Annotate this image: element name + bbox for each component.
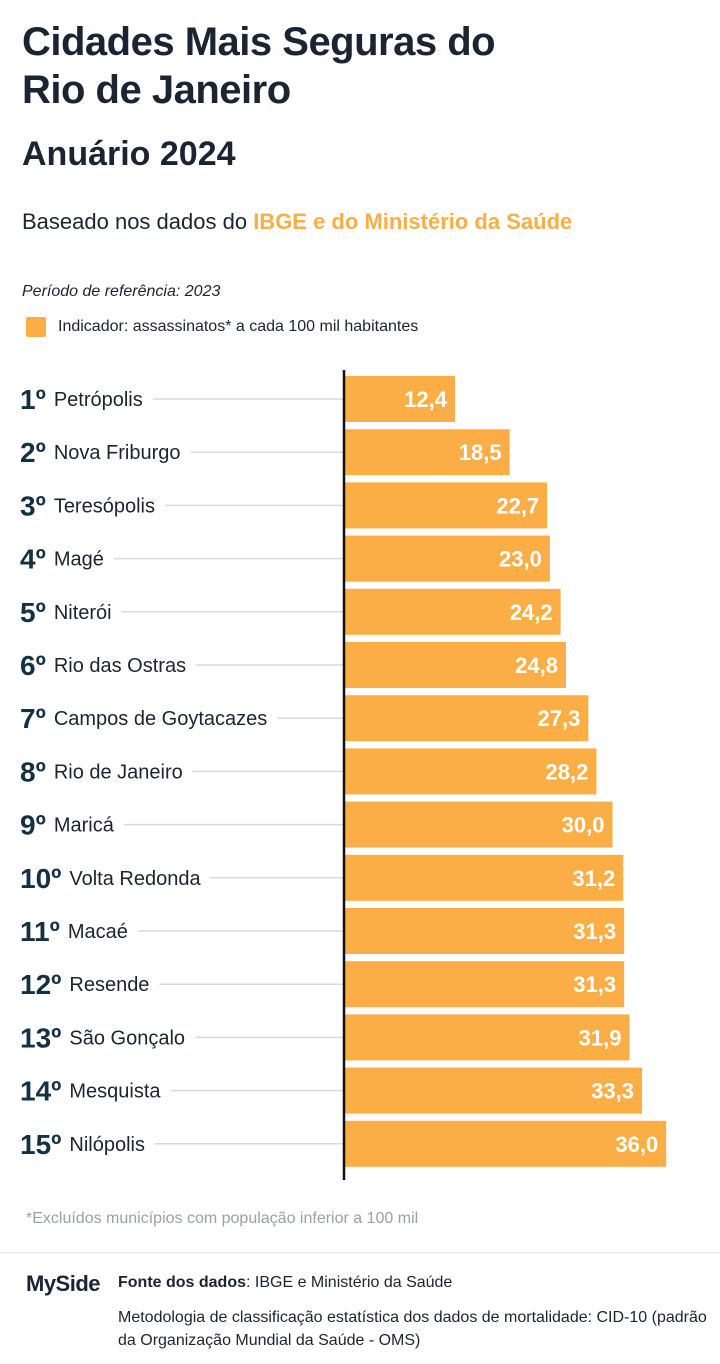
- bar: [344, 1120, 667, 1167]
- rank-label: 9º: [20, 810, 46, 841]
- bar: [344, 695, 589, 742]
- data-basis: Baseado nos dados do IBGE e do Ministéri…: [22, 206, 572, 238]
- methodology-note: Metodologia de classificação estatística…: [118, 1309, 707, 1349]
- bar-value-label: 31,3: [573, 972, 616, 997]
- city-label: Niterói: [54, 602, 112, 624]
- rank-label: 6º: [20, 650, 46, 681]
- data-basis-highlight: IBGE e do Ministério da Saúde: [253, 209, 573, 234]
- rank-label: 13º: [20, 1022, 61, 1053]
- data-source-text: : IBGE e Ministério da Saúde: [246, 1274, 453, 1291]
- legend-label: Indicador: assassinatos* a cada 100 mil …: [58, 318, 419, 335]
- bar: [344, 429, 510, 476]
- data-source: Fonte dos dados: IBGE e Ministério da Sa…: [118, 1272, 452, 1294]
- rank-label: 15º: [20, 1129, 61, 1160]
- chart-title-line-2: Rio de Janeiro: [22, 68, 291, 112]
- bar-value-label: 27,3: [538, 706, 581, 731]
- bar-value-label: 24,8: [515, 653, 558, 678]
- bar: [344, 535, 550, 582]
- bar-value-label: 28,2: [546, 759, 589, 784]
- bar-value-label: 36,0: [615, 1132, 658, 1157]
- city-label: Magé: [54, 549, 104, 571]
- data-basis-prefix: Baseado nos dados do: [22, 209, 254, 234]
- bar-value-label: 33,3: [591, 1079, 634, 1104]
- bar: [344, 588, 561, 635]
- bar-chart: 1º Petrópolis 2º Nova Friburgo 3º Teresópolis…: [20, 370, 667, 1180]
- legend: Indicador: assassinatos* a cada 100 mil …: [26, 316, 418, 338]
- city-label: Maricá: [54, 815, 115, 837]
- bar-value-label: 18,5: [459, 440, 502, 465]
- rank-label: 14º: [20, 1076, 61, 1107]
- rank-label: 5º: [20, 597, 46, 628]
- reference-period: Período de referência: 2023: [22, 283, 221, 300]
- rank-label: 10º: [20, 863, 61, 894]
- bar: [344, 1014, 630, 1061]
- city-label: Campos de Goytacazes: [54, 708, 267, 730]
- rank-label: 2º: [20, 437, 46, 468]
- footnote: *Excluídos municípios com população infe…: [26, 1210, 419, 1227]
- city-label: Volta Redonda: [69, 868, 201, 890]
- city-label: Rio das Ostras: [54, 655, 186, 677]
- bar: [344, 961, 625, 1008]
- bar-value-label: 12,4: [404, 387, 448, 412]
- city-label: Resende: [69, 974, 149, 996]
- chart-subtitle: Anuário 2024: [22, 135, 236, 173]
- bar-value-label: 30,0: [562, 813, 605, 838]
- city-label: Mesquista: [69, 1081, 161, 1103]
- bar-value-label: 23,0: [499, 547, 542, 572]
- rank-label: 11º: [20, 916, 60, 947]
- rank-label: 4º: [20, 544, 46, 575]
- bar: [344, 908, 625, 954]
- rank-label: 8º: [20, 756, 46, 787]
- rank-label: 12º: [20, 969, 61, 1000]
- rank-label: 7º: [20, 703, 46, 734]
- city-label: Petrópolis: [54, 389, 143, 411]
- city-label: São Gonçalo: [69, 1027, 185, 1049]
- legend-swatch: [26, 317, 46, 337]
- city-label: Rio de Janeiro: [54, 761, 183, 783]
- city-label: Macaé: [68, 921, 128, 943]
- bar: [344, 748, 597, 795]
- myside-logo: MySide: [26, 1271, 101, 1296]
- data-source-label: Fonte dos dados: [118, 1274, 246, 1291]
- footer-divider: [0, 1252, 720, 1253]
- bar: [344, 642, 566, 688]
- bar: [344, 482, 548, 529]
- chart-title: Cidades Mais Seguras do Rio de Janeiro: [22, 18, 496, 114]
- chart-title-line-1: Cidades Mais Seguras do: [22, 20, 496, 64]
- bar: [344, 801, 613, 848]
- bar-value-label: 31,9: [579, 1025, 622, 1050]
- bar: [344, 376, 455, 422]
- rank-label: 1º: [20, 384, 46, 415]
- city-label: Nilópolis: [69, 1134, 145, 1156]
- bar-value-label: 22,7: [496, 493, 539, 518]
- city-label: Nova Friburgo: [54, 442, 181, 464]
- bar: [344, 1067, 643, 1114]
- bar: [344, 854, 624, 901]
- bar-value-label: 31,2: [572, 866, 615, 891]
- bar-value-label: 24,2: [510, 600, 553, 625]
- rank-label: 3º: [20, 490, 46, 521]
- city-label: Teresópolis: [54, 495, 155, 517]
- bar-value-label: 31,3: [573, 919, 616, 944]
